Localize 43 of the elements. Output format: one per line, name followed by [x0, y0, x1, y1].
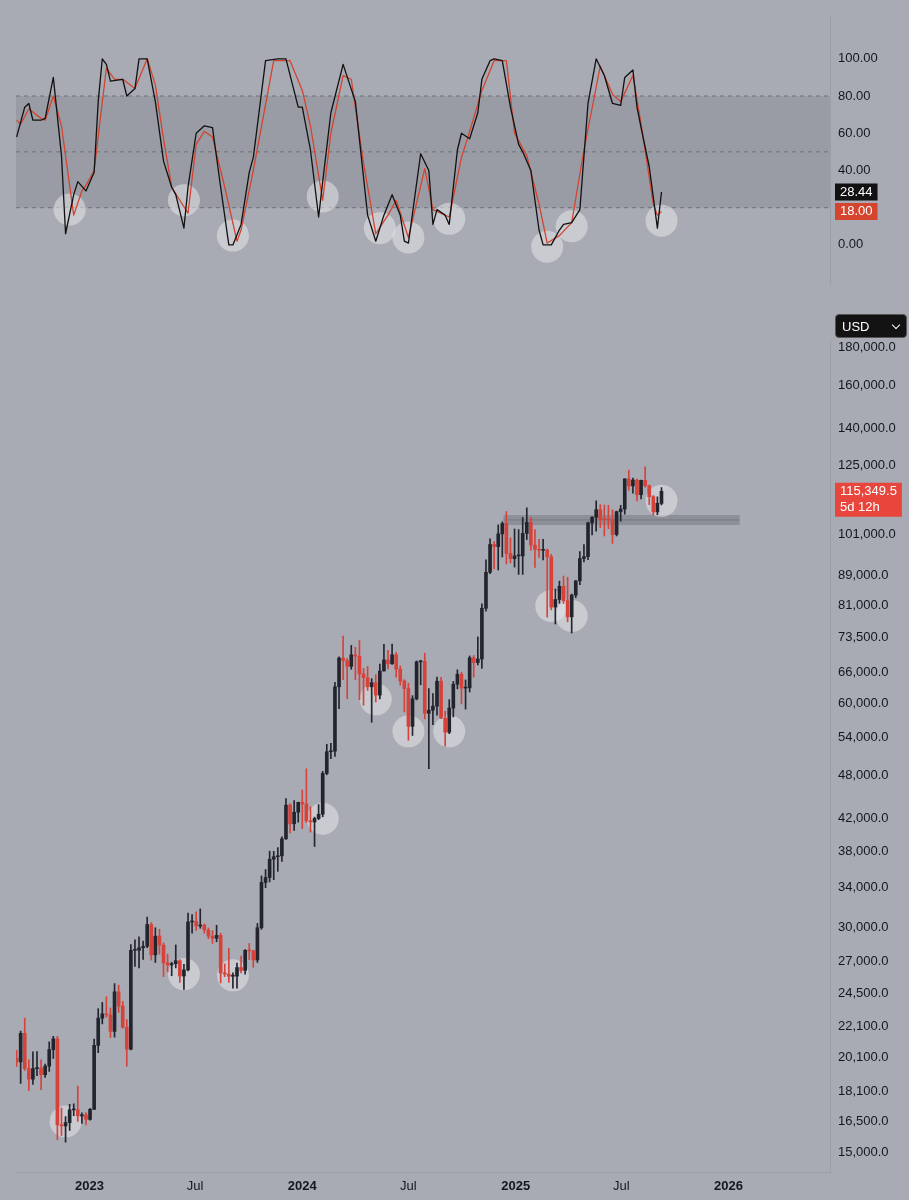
y-tick-label: 42,000.0: [838, 810, 889, 826]
y-tick-label: 40.00: [838, 162, 871, 178]
y-tick-label: 73,500.0: [838, 628, 889, 644]
y-tick-label: 60.00: [838, 124, 871, 140]
y-tick-label: 20,100.0: [838, 1049, 889, 1065]
point: [531, 230, 564, 263]
text: 5d 12h: [840, 498, 880, 514]
y-tick-label: 180,000.0: [838, 338, 896, 354]
y-tick-label: 24,500.0: [838, 984, 889, 1000]
text: USD: [835, 314, 907, 338]
y-tick-label: 38,000.0: [838, 842, 889, 858]
y-tick-label: 160,000.0: [838, 376, 896, 392]
y-tick-label: 100.00: [838, 50, 878, 66]
y-tick-label: 140,000.0: [838, 420, 896, 436]
y-tick-label: 27,000.0: [838, 953, 889, 969]
point: [555, 210, 588, 243]
x-tick-label: 2025: [501, 1177, 531, 1193]
y-tick-label: 80.00: [838, 87, 871, 103]
y-tick-label: 66,000.0: [838, 663, 889, 679]
y-tick-label: 89,000.0: [838, 566, 889, 582]
y-tick-label: 30,000.0: [838, 919, 889, 935]
x-tick-label: 2023: [75, 1177, 104, 1193]
y-tick-label: 15,000.0: [838, 1143, 889, 1159]
point: [645, 204, 678, 237]
y-tick-label: 0.00: [838, 236, 864, 252]
y-tick-label: 101,000.0: [838, 525, 896, 541]
y-tick-label: 34,000.0: [838, 878, 889, 894]
text: 18.00: [840, 202, 873, 218]
x-tick-label: Jul: [186, 1177, 204, 1193]
y-tick-label: 60,000.0: [838, 694, 889, 710]
text: 28.44: [840, 183, 873, 199]
y-tick-label: 54,000.0: [838, 728, 889, 744]
y-tick-label: 16,500.0: [838, 1113, 889, 1129]
x-tick-label: 2024: [287, 1177, 318, 1193]
text: 115,349.5: [840, 482, 897, 498]
x-tick-label: 2026: [714, 1177, 743, 1193]
y-tick-label: 22,100.0: [838, 1018, 889, 1034]
y-tick-label: 18,100.0: [838, 1083, 889, 1099]
y-tick-label: 125,000.0: [838, 456, 896, 472]
y-tick-label: 48,000.0: [838, 767, 889, 783]
x-tick-label: Jul: [612, 1177, 630, 1193]
y-tick-label: 81,000.0: [838, 597, 889, 613]
x-tick-label: Jul: [400, 1177, 417, 1193]
